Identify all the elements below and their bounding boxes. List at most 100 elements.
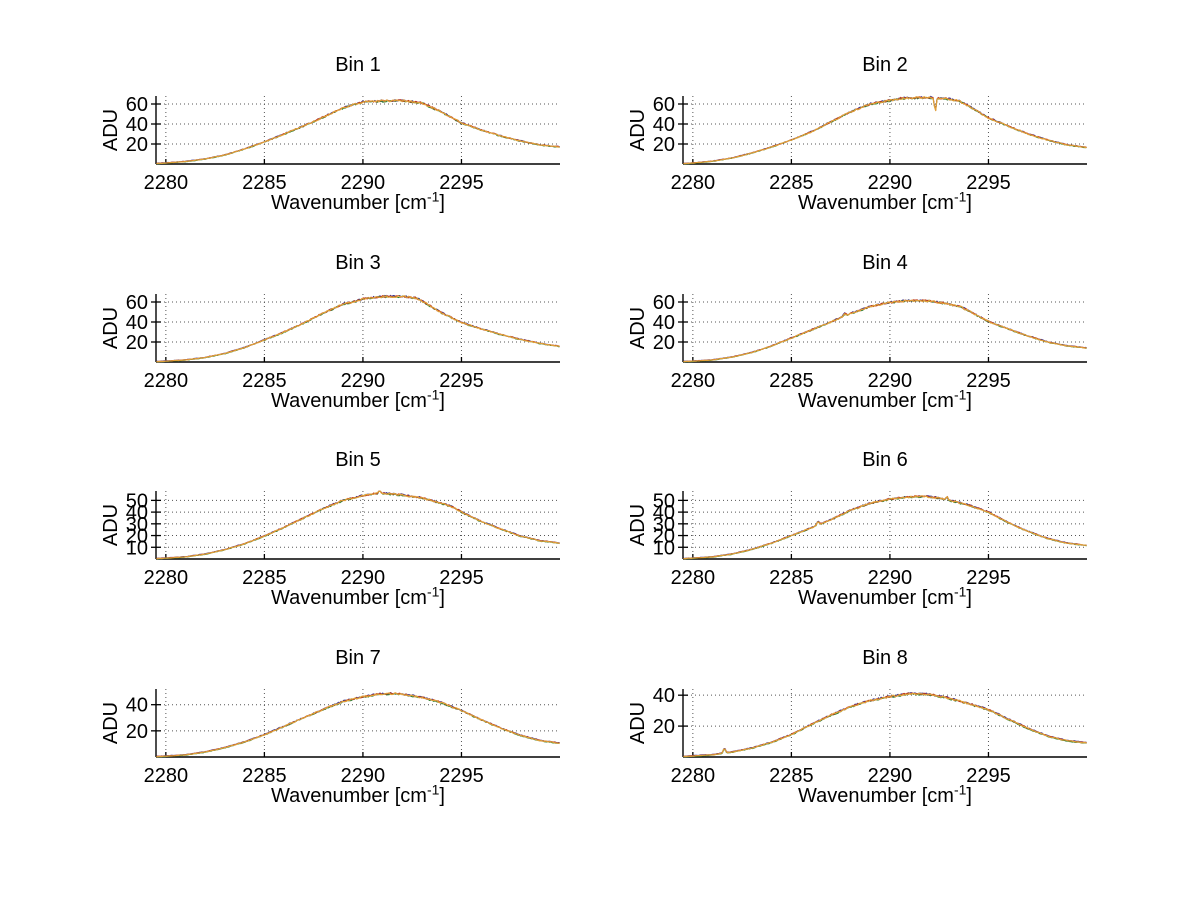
y-tick-label: 60 — [653, 292, 675, 314]
spectrum-trace-1 — [156, 692, 560, 757]
x-tick-label: 2285 — [242, 370, 287, 392]
x-tick-label: 2280 — [144, 172, 189, 194]
spectrum-trace-2 — [683, 692, 1087, 758]
spectrum-trace-4 — [683, 299, 1087, 363]
spectrum-trace-1 — [683, 692, 1087, 757]
spectrum-trace-4 — [156, 692, 560, 758]
x-axis-label-bracket: ] — [966, 785, 972, 807]
y-tick-label: 40 — [126, 114, 148, 136]
plot-area: 20 40 2280 2285 2290 2295 — [653, 685, 1087, 787]
y-tick-label: 40 — [126, 695, 148, 717]
x-axis-label-bracket: ] — [966, 192, 972, 214]
plot-title: Bin 5 — [335, 449, 381, 471]
x-tick-label: 2280 — [144, 765, 189, 787]
x-axis-label: Wavenumber [cm-1] — [683, 387, 1087, 420]
x-axis-label-text: Wavenumber [cm — [798, 785, 954, 807]
spectrum-trace-2 — [156, 692, 560, 758]
y-tick-label: 20 — [653, 134, 675, 156]
spectrum-trace-3 — [683, 692, 1087, 757]
spectrum-trace-1 — [156, 490, 560, 559]
x-axis-label: Wavenumber [cm-1] — [683, 782, 1087, 815]
plot-title: Bin 3 — [335, 252, 381, 274]
subplot-bin-7: Bin 7 ADU 20 40 2280 2285 2290 2295 Wavenumbe… — [26, 645, 566, 859]
x-axis-label-superscript: -1 — [426, 188, 440, 205]
x-tick-label: 2290 — [341, 172, 386, 194]
spectrum-trace-2 — [156, 99, 560, 165]
plot-title: Bin 7 — [335, 647, 381, 669]
x-axis-label-text: Wavenumber [cm — [798, 587, 954, 609]
x-tick-label: 2280 — [671, 567, 716, 589]
subplot-bin-6: Bin 6 ADU 10 20 30 40 50 2280 2285 2290 2295 Wav… — [553, 447, 1093, 661]
spectrum-trace-3 — [156, 99, 560, 164]
x-axis-label-text: Wavenumber [cm — [271, 785, 427, 807]
spectrum-trace-3 — [683, 495, 1087, 559]
y-tick-label: 30 — [126, 514, 148, 536]
x-axis-label-superscript: -1 — [953, 188, 967, 205]
x-axis-label-text: Wavenumber [cm — [271, 390, 427, 412]
x-axis-label: Wavenumber [cm-1] — [156, 387, 560, 420]
x-tick-label: 2285 — [769, 172, 814, 194]
x-tick-label: 2280 — [671, 765, 716, 787]
x-axis-label-superscript: -1 — [426, 781, 440, 798]
x-tick-label: 2285 — [769, 765, 814, 787]
x-tick-label: 2290 — [868, 370, 913, 392]
x-axis-label-superscript: -1 — [953, 583, 967, 600]
y-tick-label: 60 — [653, 94, 675, 116]
y-tick-label: 60 — [126, 292, 148, 314]
y-tick-label: 40 — [653, 502, 675, 524]
spectrum-trace-2 — [156, 295, 560, 363]
subplot-bin-2: Bin 2 ADU 20 40 60 2280 2285 2290 2295 Wavenum… — [553, 52, 1093, 266]
spectrum-trace-2 — [156, 490, 560, 560]
y-tick-label: 20 — [653, 526, 675, 548]
x-axis-label-text: Wavenumber [cm — [798, 192, 954, 214]
x-axis-label: Wavenumber [cm-1] — [683, 189, 1087, 222]
x-tick-label: 2290 — [868, 765, 913, 787]
y-tick-label: 40 — [653, 685, 675, 707]
spectrum-trace-1 — [683, 299, 1087, 362]
x-tick-label: 2295 — [966, 567, 1011, 589]
spectrum-trace-2 — [683, 299, 1087, 363]
y-tick-label: 40 — [653, 114, 675, 136]
spectrum-trace-2 — [683, 495, 1087, 560]
subplot-bin-8: Bin 8 ADU 20 40 2280 2285 2290 2295 Wavenumbe… — [553, 645, 1093, 859]
y-tick-label: 50 — [126, 490, 148, 512]
y-tick-label: 20 — [126, 721, 148, 743]
x-tick-label: 2280 — [671, 370, 716, 392]
x-axis-label-bracket: ] — [439, 192, 445, 214]
spectrum-trace-4 — [683, 96, 1087, 165]
x-tick-label: 2295 — [439, 765, 484, 787]
x-axis-label-text: Wavenumber [cm — [271, 192, 427, 214]
plot-title: Bin 6 — [862, 449, 908, 471]
x-tick-label: 2295 — [966, 370, 1011, 392]
spectrum-trace-3 — [156, 692, 560, 757]
x-tick-label: 2290 — [868, 567, 913, 589]
y-tick-label: 10 — [653, 537, 675, 559]
spectrum-trace-3 — [683, 96, 1087, 164]
x-tick-label: 2295 — [966, 172, 1011, 194]
x-axis-label: Wavenumber [cm-1] — [156, 189, 560, 222]
x-axis-label-superscript: -1 — [426, 386, 440, 403]
x-tick-label: 2295 — [439, 370, 484, 392]
x-axis-label-bracket: ] — [966, 390, 972, 412]
x-tick-label: 2295 — [966, 765, 1011, 787]
y-tick-label: 40 — [126, 312, 148, 334]
x-axis-label-bracket: ] — [439, 587, 445, 609]
spectrum-trace-1 — [156, 99, 560, 164]
plot-title: Bin 8 — [862, 647, 908, 669]
subplot-bin-5: Bin 5 ADU 10 20 30 40 50 2280 2285 2290 2295 Wav… — [26, 447, 566, 661]
y-tick-label: 60 — [126, 94, 148, 116]
x-tick-label: 2280 — [144, 567, 189, 589]
y-tick-label: 20 — [126, 134, 148, 156]
spectrum-trace-4 — [683, 692, 1087, 758]
x-tick-label: 2290 — [341, 765, 386, 787]
y-tick-label: 20 — [126, 332, 148, 354]
x-tick-label: 2290 — [341, 370, 386, 392]
spectrum-trace-1 — [156, 294, 560, 362]
spectrum-trace-2 — [683, 96, 1087, 165]
x-tick-label: 2295 — [439, 567, 484, 589]
x-tick-label: 2280 — [144, 370, 189, 392]
plot-title: Bin 1 — [335, 54, 381, 76]
